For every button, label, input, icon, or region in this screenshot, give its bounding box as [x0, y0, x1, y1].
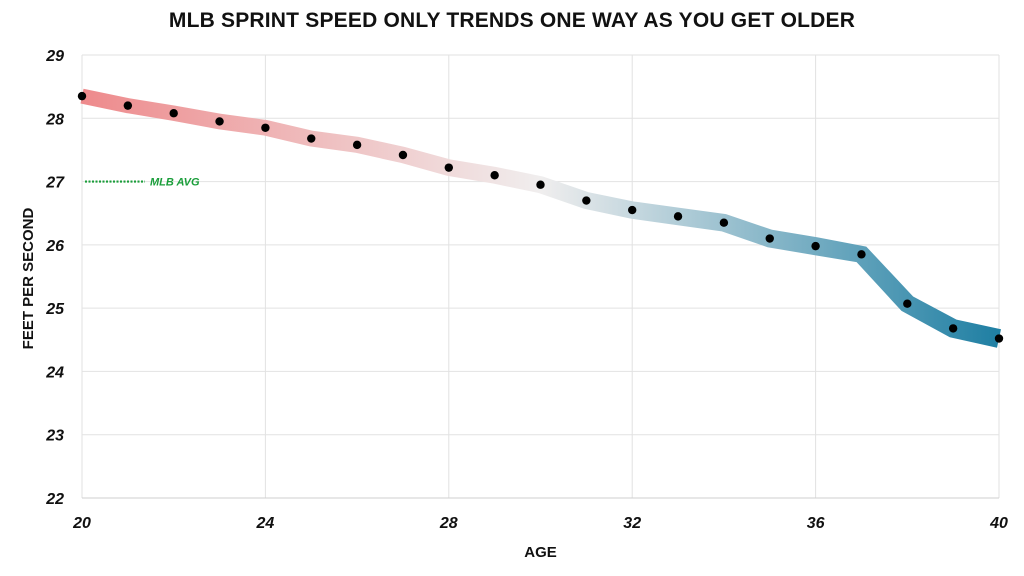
x-axis-label: AGE — [524, 544, 557, 561]
y-tick-label: 28 — [45, 111, 64, 128]
grid — [81, 54, 1000, 499]
y-tick-label: 23 — [45, 428, 64, 445]
x-tick-label: 28 — [439, 515, 458, 532]
x-tick-label: 20 — [72, 515, 91, 532]
data-point — [582, 196, 591, 205]
y-tick-label: 24 — [45, 364, 64, 381]
trend-band-shape — [80, 88, 1001, 348]
data-point — [719, 218, 729, 227]
x-tick-label: 36 — [807, 515, 825, 532]
data-point — [307, 134, 316, 143]
y-tick-label: 27 — [45, 175, 65, 192]
data-point — [123, 101, 133, 110]
data-point — [77, 91, 87, 101]
data-point — [169, 109, 178, 118]
data-point — [994, 334, 1004, 343]
data-point — [673, 212, 683, 221]
data-point — [765, 234, 774, 243]
data-point — [490, 171, 499, 180]
y-tick-label: 26 — [45, 238, 64, 255]
y-tick-label: 25 — [45, 301, 65, 318]
data-point — [948, 324, 958, 333]
data-point — [444, 163, 453, 172]
y-tick-label: 29 — [45, 48, 64, 65]
y-tick-label: 22 — [45, 491, 64, 508]
mlb-avg-label: MLB AVG — [150, 177, 200, 189]
y-axis-ticks: 22 23 24 25 26 27 28 29 — [45, 48, 65, 508]
x-tick-label: 24 — [256, 515, 275, 532]
data-point — [811, 241, 820, 251]
data-point — [903, 299, 912, 308]
data-point — [352, 140, 362, 150]
chart-title: MLB SPRINT SPEED ONLY TRENDS ONE WAY AS … — [168, 9, 856, 32]
trend-band — [80, 88, 1001, 348]
data-point — [261, 123, 270, 132]
x-tick-label: 40 — [989, 515, 1008, 532]
data-point — [536, 180, 545, 189]
reference-line-group: MLB AVG — [85, 177, 200, 189]
data-point — [857, 250, 866, 259]
x-tick-label: 32 — [623, 515, 641, 532]
y-axis-label: FEET PER SECOND — [20, 207, 37, 349]
data-points — [77, 91, 1004, 343]
data-point — [398, 150, 408, 160]
data-point — [628, 205, 637, 215]
data-point — [215, 117, 224, 126]
x-axis-ticks: 20 24 28 32 36 40 — [72, 515, 1008, 532]
